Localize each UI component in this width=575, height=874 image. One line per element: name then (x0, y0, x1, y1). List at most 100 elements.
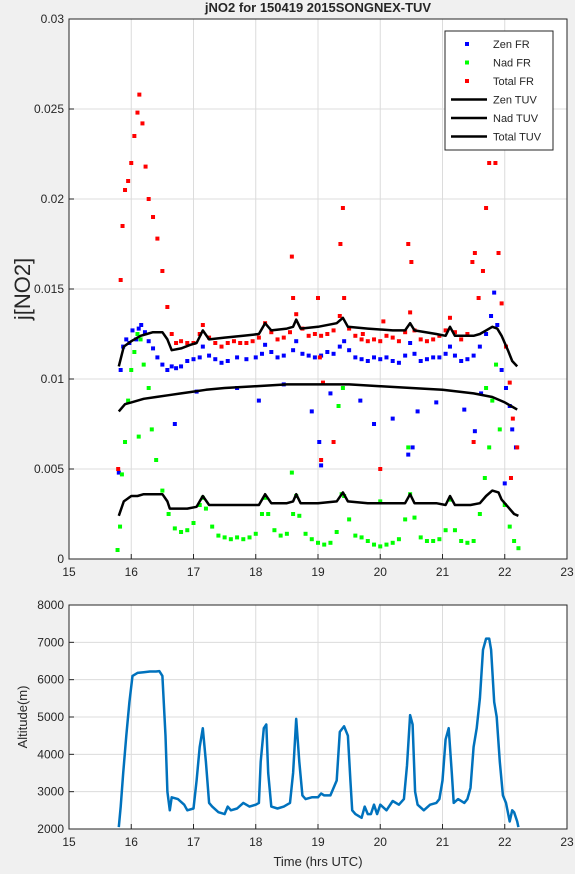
zen-fr-point (155, 355, 160, 360)
zen-fr-point (275, 355, 280, 360)
zen-fr-point (443, 351, 448, 356)
total-fr-point (291, 296, 296, 300)
zen-fr-point (489, 314, 494, 318)
zen-fr-point (317, 440, 322, 444)
nad-fr-point (484, 386, 489, 390)
total-fr-point (238, 341, 243, 345)
nad-fr-point (507, 524, 512, 529)
total-fr-point (140, 121, 145, 126)
zen-fr-point (353, 355, 358, 360)
total-fr-point (480, 269, 485, 273)
total-fr-point (275, 337, 280, 342)
zen-fr-point (172, 422, 177, 426)
zen-fr-point (406, 452, 411, 457)
zen-fr-point (197, 355, 202, 360)
zen-fr-point (174, 366, 179, 371)
total-fr-point (510, 416, 515, 421)
x-tick-label: 22 (498, 565, 512, 579)
total-fr-point (496, 251, 501, 255)
nad-fr-point (309, 537, 314, 542)
zen-fr-point (225, 359, 230, 363)
nad-fr-point (365, 539, 370, 543)
total-fr-point (174, 341, 179, 345)
tick-labels: 15 16 17 18 19 20 21 22 23 2000 3000 4000 5000 6000 70… (37, 598, 574, 849)
zen-fr-point (503, 386, 508, 390)
total-fr-point (281, 335, 286, 340)
zen-fr-point (403, 353, 408, 358)
total-fr-point (219, 344, 224, 349)
nad-fr-point (465, 540, 470, 545)
total-fr-point (452, 330, 457, 335)
total-fr-point (381, 319, 386, 324)
total-fr-point (424, 339, 429, 344)
y-tick-label: 0.015 (34, 282, 64, 296)
zen-fr-point (328, 391, 333, 396)
zen-fr-point (479, 391, 484, 396)
zen-fr-point (342, 339, 347, 344)
total-fr-point (120, 224, 125, 228)
zen-fr-point (130, 328, 135, 333)
x-tick-label: 23 (560, 565, 574, 579)
total-fr-point (129, 161, 134, 165)
nad-fr-point (424, 539, 429, 543)
total-fr-point (342, 296, 347, 300)
total-fr-point (476, 296, 481, 300)
nad-fr-point (316, 540, 320, 545)
zen-fr-point (259, 351, 264, 356)
zen-fr-point (269, 350, 274, 354)
total-fr-point (508, 476, 513, 480)
axes-box (68, 604, 568, 830)
nad-fr-point (359, 535, 364, 540)
total-fr-point (320, 380, 325, 385)
zen-fr-point (492, 290, 497, 295)
nad-fr-point (119, 472, 124, 477)
nad-fr-point (136, 434, 141, 439)
zen-fr-point (365, 359, 370, 363)
nad-fr-point (353, 533, 358, 538)
zen-fr-point (434, 400, 439, 405)
nad-fr-point (431, 539, 436, 543)
zen-fr-point (219, 360, 224, 365)
total-fr-point (317, 355, 322, 360)
y-tick-label: 5000 (37, 710, 64, 724)
zen-fr-point (306, 353, 311, 358)
nad-fr-point (235, 535, 240, 540)
zen-fr-point (390, 359, 395, 363)
total-fr-point (123, 188, 128, 192)
y-tick-label: 8000 (37, 598, 64, 612)
nad-fr-point (166, 512, 171, 516)
nad-fr-point (443, 528, 448, 533)
nad-fr-point (372, 542, 377, 547)
total-fr-point (459, 337, 464, 342)
nad-fr-point (132, 350, 137, 354)
nad-fr-point (384, 542, 389, 547)
total-fr-point (143, 164, 148, 169)
x-tick-label: 15 (62, 565, 76, 579)
total-fr-point (179, 339, 184, 344)
total-fr-point (337, 314, 342, 318)
y-tick-label: 2000 (37, 822, 64, 836)
legend-label: Nad TUV (493, 113, 539, 125)
zen-fr-point (484, 332, 489, 336)
total-fr-point (359, 337, 364, 342)
y-tick-label: 0.03 (41, 12, 65, 26)
nad-fr-point (291, 512, 296, 516)
total-fr-point (331, 328, 336, 333)
zen-fr-point (418, 359, 423, 363)
nad-fr-point (141, 362, 146, 367)
nad-fr-point (471, 539, 476, 543)
nad-fr-point (216, 533, 221, 538)
zen-fr-point (499, 368, 504, 372)
zen-fr-point (437, 355, 442, 360)
nad-fr-point (412, 515, 417, 520)
total-fr-point (372, 337, 377, 342)
legend-label: Total TUV (493, 132, 542, 144)
total-fr-point (331, 440, 336, 444)
nad-fr-point (487, 445, 492, 450)
zen-fr-point (139, 323, 144, 327)
total-fr-point (406, 242, 411, 246)
zen-fr-point (124, 337, 129, 342)
legend-label: Total FR (493, 76, 534, 88)
zen-fr-point (347, 348, 352, 353)
total-fr-point (409, 260, 414, 264)
